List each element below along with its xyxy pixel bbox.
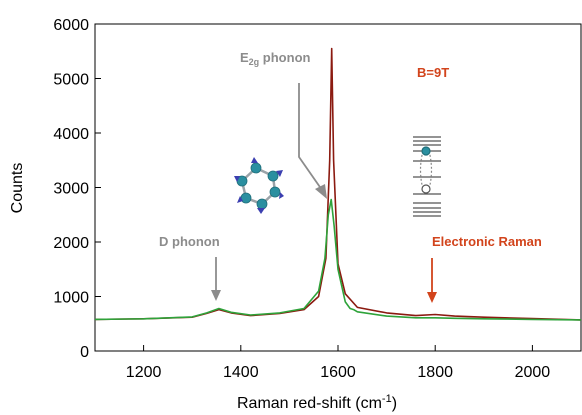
hexagonal-lattice-illustration: [234, 157, 284, 214]
x-tick-label: 2000: [515, 364, 551, 381]
x-tick-label: 1600: [320, 364, 356, 381]
x-axis-ticks: 1200 1400 1600 1800 2000: [126, 345, 550, 381]
x-tick-label: 1800: [417, 364, 453, 381]
y-axis-label: Counts: [9, 163, 26, 214]
x-axis-label: Raman red-shift (cm-1): [237, 393, 397, 412]
y-tick-label: 4000: [53, 126, 89, 143]
y-tick-label: 5000: [53, 72, 89, 89]
series-line-1: [94, 47, 582, 321]
annotation-field-b9t: B=9T: [417, 65, 449, 80]
series-layer: [94, 47, 582, 321]
annotation-d-phonon: D phonon: [159, 234, 220, 249]
y-axis-ticks: 0 1000 2000 3000 4000 5000 6000: [53, 17, 101, 361]
y-tick-label: 3000: [53, 181, 89, 198]
plot-frame: [94, 23, 582, 352]
annotation-electronic-raman: Electronic Raman: [432, 234, 542, 249]
x-tick-label: 1200: [126, 364, 162, 381]
annotation-d-arrow-head: [211, 290, 221, 301]
y-tick-label: 6000: [53, 17, 89, 34]
series-line-2: [94, 198, 582, 321]
y-tick-label: 0: [80, 344, 89, 361]
landau-levels-illustration: [413, 136, 441, 217]
x-tick-label: 1400: [223, 364, 259, 381]
annotation-e2g-phonon: E2g phonon: [240, 50, 311, 67]
annotation-electronic-arrow-head: [427, 292, 437, 303]
annotation-e2g-arrow-line: [298, 83, 323, 191]
y-tick-label: 1000: [53, 290, 89, 307]
annotation-e2g-arrow-head: [315, 184, 327, 199]
y-tick-label: 2000: [53, 235, 89, 252]
